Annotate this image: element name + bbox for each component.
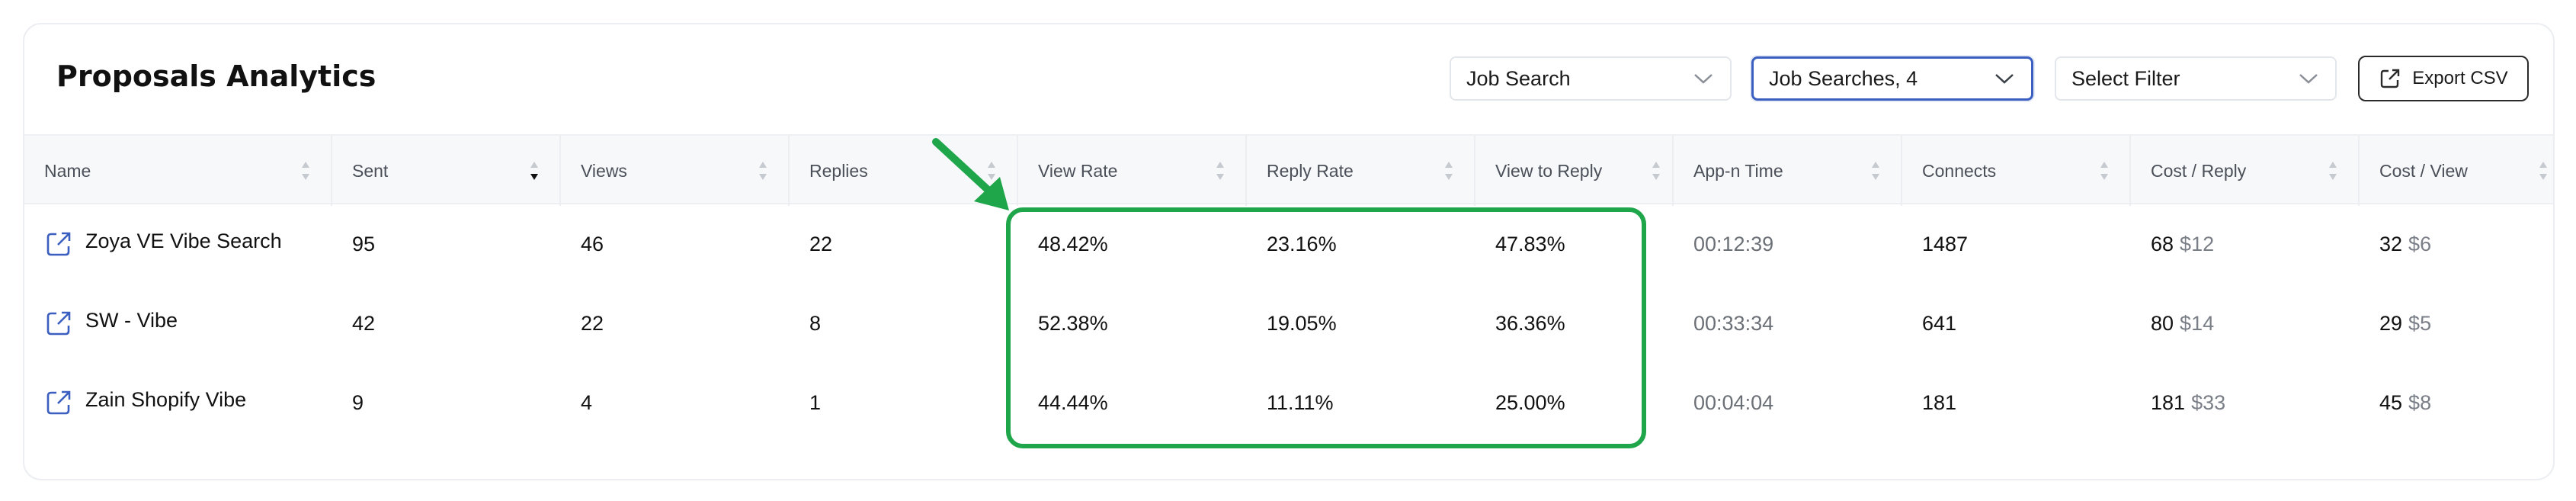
connects-value: 181 xyxy=(1922,390,1957,414)
app-time-value: 00:04:04 xyxy=(1693,390,1774,414)
view-to-reply-value: 47.83% xyxy=(1495,232,1565,255)
view-to-reply-value: 25.00% xyxy=(1495,390,1565,414)
sort-icon[interactable] xyxy=(1215,160,1226,181)
connects-value: 641 xyxy=(1922,311,1957,335)
cost-view-value: 29 $5 xyxy=(2360,284,2431,363)
row-name-cell[interactable]: Zain Shopify Vibe xyxy=(24,363,246,442)
column-header-name[interactable]: Name xyxy=(24,136,332,206)
sort-icon[interactable] xyxy=(1443,160,1454,181)
view-rate-value: 52.38% xyxy=(1038,311,1108,335)
sort-icon[interactable] xyxy=(2099,160,2110,181)
sort-icon[interactable] xyxy=(2538,160,2549,181)
reply-rate-value: 19.05% xyxy=(1267,311,1337,335)
cost-reply-value: 80 $14 xyxy=(2131,284,2214,363)
proposal-name[interactable]: Zoya VE Vibe Search xyxy=(85,229,282,252)
sort-icon[interactable] xyxy=(529,160,540,181)
sort-icon[interactable] xyxy=(2328,160,2338,181)
column-header-cost-view[interactable]: Cost / View xyxy=(2360,136,2553,206)
connects-value: 1487 xyxy=(1922,232,1969,255)
reply-rate-value: 11.11% xyxy=(1267,390,1334,414)
view-rate-value: 44.44% xyxy=(1038,390,1108,414)
sort-icon[interactable] xyxy=(300,160,311,181)
reply-rate-value: 23.16% xyxy=(1267,232,1337,255)
row-name-cell[interactable]: Zoya VE Vibe Search xyxy=(24,204,282,284)
views-value: 46 xyxy=(581,232,604,255)
job-searches-select[interactable]: Job Searches, 4 xyxy=(1751,56,2033,101)
app-time-value: 00:33:34 xyxy=(1693,311,1774,335)
sort-icon[interactable] xyxy=(1870,160,1881,181)
row-name-cell[interactable]: SW - Vibe xyxy=(24,284,178,363)
sort-icon[interactable] xyxy=(1651,160,1661,181)
sort-icon[interactable] xyxy=(758,160,768,181)
table-row: Zain Shopify Vibe 9 4 1 44.44% 11.11% 25… xyxy=(24,363,2553,442)
cost-reply-usd: $33 xyxy=(2191,390,2226,414)
annotation-arrow-icon xyxy=(932,138,1009,210)
cost-reply-connects: 68 xyxy=(2151,232,2174,255)
page-title: Proposals Analytics xyxy=(56,59,376,93)
cost-reply-usd: $12 xyxy=(2180,232,2215,255)
cost-view-usd: $5 xyxy=(2408,311,2432,335)
proposal-name[interactable]: Zain Shopify Vibe xyxy=(85,387,247,411)
cost-view-connects: 29 xyxy=(2379,311,2403,335)
table-row: SW - Vibe 42 22 8 52.38% 19.05% 36.36% 0… xyxy=(24,284,2553,363)
column-header-views[interactable]: Views xyxy=(561,136,790,206)
select-filter-select[interactable]: Select Filter xyxy=(2055,56,2337,101)
views-value: 4 xyxy=(581,390,593,414)
cost-reply-connects: 80 xyxy=(2151,311,2174,335)
column-header-view-to-reply[interactable]: View to Reply xyxy=(1475,136,1674,206)
cost-view-connects: 32 xyxy=(2379,232,2403,255)
chevron-down-icon xyxy=(2299,74,2318,84)
cost-reply-connects: 181 xyxy=(2151,390,2186,414)
cost-view-value: 45 $8 xyxy=(2360,363,2431,442)
cost-reply-value: 68 $12 xyxy=(2131,204,2214,284)
column-header-connects[interactable]: Connects xyxy=(1902,136,2131,206)
replies-value: 1 xyxy=(809,390,822,414)
sent-value: 95 xyxy=(352,232,376,255)
replies-value: 8 xyxy=(809,311,822,335)
views-value: 22 xyxy=(581,311,604,335)
table-header: Name Sent Views Replies View Rate Reply … xyxy=(24,134,2553,206)
external-link-icon[interactable] xyxy=(44,388,73,417)
cost-view-connects: 45 xyxy=(2379,390,2403,414)
view-to-reply-value: 36.36% xyxy=(1495,311,1565,335)
cost-view-usd: $8 xyxy=(2408,390,2432,414)
chevron-down-icon xyxy=(1694,74,1713,84)
sort-icon[interactable] xyxy=(986,160,997,181)
job-search-select[interactable]: Job Search xyxy=(1450,56,1732,101)
column-header-view-rate[interactable]: View Rate xyxy=(1018,136,1247,206)
export-icon xyxy=(2381,69,2400,88)
cost-view-value: 32 $6 xyxy=(2360,204,2431,284)
cost-reply-value: 181 $33 xyxy=(2131,363,2225,442)
app-time-value: 00:12:39 xyxy=(1693,232,1774,255)
column-header-reply-rate[interactable]: Reply Rate xyxy=(1247,136,1475,206)
column-header-replies[interactable]: Replies xyxy=(790,136,1018,206)
cost-reply-usd: $14 xyxy=(2180,311,2215,335)
select-filter-label: Select Filter xyxy=(2071,66,2180,90)
table-row: Zoya VE Vibe Search 95 46 22 48.42% 23.1… xyxy=(24,204,2553,284)
proposal-name[interactable]: SW - Vibe xyxy=(85,308,178,332)
column-header-cost-reply[interactable]: Cost / Reply xyxy=(2131,136,2360,206)
sent-value: 42 xyxy=(352,311,376,335)
sent-value: 9 xyxy=(352,390,364,414)
external-link-icon[interactable] xyxy=(44,309,73,338)
job-searches-select-label: Job Searches, 4 xyxy=(1769,66,1918,90)
job-search-select-label: Job Search xyxy=(1466,66,1571,90)
column-header-app-time[interactable]: App-n Time xyxy=(1674,136,1902,206)
column-header-sent[interactable]: Sent xyxy=(332,136,561,206)
external-link-icon[interactable] xyxy=(44,230,73,259)
view-rate-value: 48.42% xyxy=(1038,232,1108,255)
chevron-down-icon xyxy=(1995,74,2014,84)
replies-value: 22 xyxy=(809,232,833,255)
export-csv-label: Export CSV xyxy=(2412,68,2508,88)
export-csv-button[interactable]: Export CSV xyxy=(2358,56,2529,101)
cost-view-usd: $6 xyxy=(2408,232,2432,255)
